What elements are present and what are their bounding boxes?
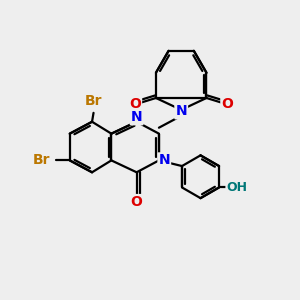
Text: O: O — [131, 195, 142, 209]
Text: O: O — [129, 97, 141, 111]
Text: OH: OH — [226, 181, 248, 194]
Text: N: N — [176, 104, 187, 118]
Text: Br: Br — [33, 153, 50, 167]
Text: O: O — [221, 97, 233, 111]
Text: N: N — [131, 110, 142, 124]
Text: Br: Br — [85, 94, 102, 108]
Text: N: N — [158, 153, 170, 167]
